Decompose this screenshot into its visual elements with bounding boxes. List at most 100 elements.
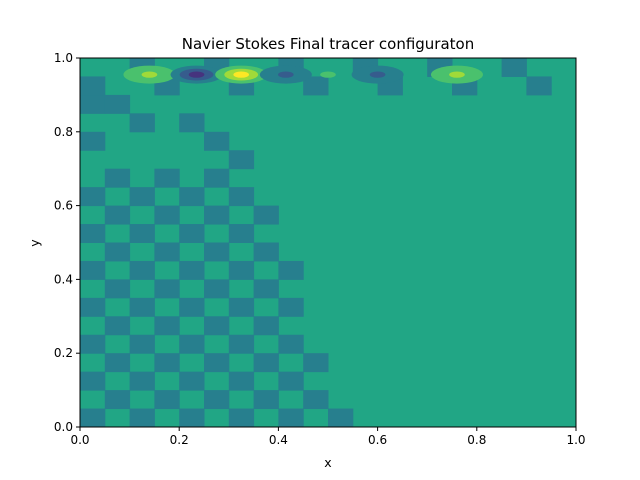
contour-cell (154, 205, 180, 225)
contour-cell (179, 297, 205, 317)
plot-frame (79, 57, 577, 428)
contour-cell (204, 131, 230, 151)
contour-spot (215, 65, 268, 84)
contour-cell (80, 224, 106, 243)
contour-cell (228, 408, 255, 427)
contour-cell (104, 316, 131, 336)
contour-cell (104, 279, 131, 299)
contour-cell (129, 260, 155, 280)
contour-cell (278, 260, 304, 280)
x-tick-label: 1.0 (566, 433, 585, 447)
contour-cell (129, 224, 155, 243)
contour-cell (80, 131, 106, 151)
contour-spot (320, 71, 336, 78)
x-axis-label: x (324, 455, 331, 470)
contour-cell (154, 390, 180, 410)
contour-cell (179, 224, 205, 243)
contour-cell (179, 408, 205, 427)
x-tick-label: 0.0 (70, 433, 89, 447)
contour-cell (328, 408, 354, 427)
y-tick-label: 0.4 (54, 272, 73, 286)
contour-cell (303, 390, 329, 410)
contour-cell (204, 205, 230, 225)
y-tick-label: 0.6 (54, 199, 73, 213)
contour-cell (278, 371, 304, 391)
contour-cell (303, 353, 329, 373)
y-tick-label: 0.2 (54, 346, 73, 360)
contour-cell (526, 76, 552, 96)
x-tick-label: 0.8 (467, 433, 486, 447)
contour-cell (253, 279, 279, 299)
x-tick-label: 0.2 (170, 433, 189, 447)
contour-cell (253, 353, 279, 373)
contour-spot (351, 65, 404, 84)
contour-cell (80, 260, 106, 280)
contour-spot (170, 65, 223, 84)
contour-cell (179, 113, 205, 133)
y-tick-label: 0.0 (54, 420, 73, 434)
contour-cell (104, 205, 131, 225)
contour-cell (228, 297, 255, 317)
contour-spot (259, 65, 312, 84)
contour-cell (228, 260, 255, 280)
contour-cell (204, 168, 230, 188)
contour-cell (80, 371, 106, 391)
contour-cell (204, 353, 230, 373)
y-tick-label: 0.8 (54, 125, 73, 139)
contour-cell (104, 242, 131, 262)
contour-cell (228, 187, 255, 207)
x-axis: 0.0 0.2 0.4 0.6 0.8 1.0 (70, 427, 586, 447)
contour-cell (129, 334, 155, 354)
contour-cell (129, 297, 155, 317)
contour-cell (204, 390, 230, 410)
contour-cell (204, 242, 230, 262)
contour-cell (80, 187, 106, 207)
contour-cell (228, 224, 255, 243)
contour-cell (253, 316, 279, 336)
contour-cell (278, 334, 304, 354)
contour-spot (430, 65, 483, 84)
contour-cell (80, 297, 106, 317)
contour-cell (154, 168, 180, 188)
y-axis: 0.0 0.2 0.4 0.6 0.8 1.0 (54, 51, 80, 434)
contour-cell (80, 408, 106, 427)
contour-cell (80, 76, 106, 96)
contour-cell (80, 94, 106, 114)
contour-cell (228, 150, 255, 170)
contour-cell (179, 260, 205, 280)
chart-title: Navier Stokes Final tracer configuraton (182, 35, 475, 53)
contour-cell (129, 187, 155, 207)
contour-cell (179, 371, 205, 391)
contour-cell (154, 242, 180, 262)
contour-cell (104, 168, 131, 188)
contour-cell (129, 408, 155, 427)
contour-cell (303, 76, 329, 96)
contour-cell (179, 334, 205, 354)
contour-cell (253, 205, 279, 225)
contour-cell (253, 242, 279, 262)
contour-spot (123, 65, 176, 84)
contour-cell (129, 113, 155, 133)
contour-cell (154, 279, 180, 299)
contour-cell (278, 408, 304, 427)
contour-cell (204, 279, 230, 299)
contour-cell (278, 297, 304, 317)
contour-cell (80, 334, 106, 354)
contour-cell (129, 371, 155, 391)
y-axis-label: y (27, 239, 42, 247)
contour-cell (154, 353, 180, 373)
plot-area (80, 58, 576, 427)
contour-cell (104, 353, 131, 373)
contour-cell (228, 371, 255, 391)
contour-cell (501, 58, 527, 77)
contour-cell (104, 94, 131, 114)
contour-cell (104, 390, 131, 410)
x-tick-label: 0.6 (368, 433, 387, 447)
contour-cell (179, 187, 205, 207)
contour-cell (228, 334, 255, 354)
contour-cell (253, 390, 279, 410)
contour-cell (204, 316, 230, 336)
y-tick-label: 1.0 (54, 51, 73, 65)
